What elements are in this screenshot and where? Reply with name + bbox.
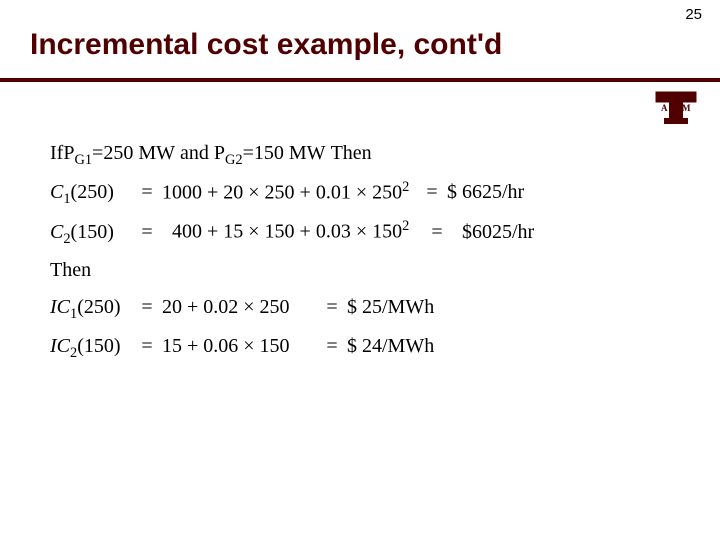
c2-result: $6025/hr: [452, 214, 534, 251]
condition-line: If PG1 = 250 MW and PG2 = 150 MW Then: [50, 135, 650, 174]
pg1-symbol: PG1: [63, 135, 92, 174]
c2-line: C2(150) = 400 + 15 × 150 + 0.03 × 1502 =…: [50, 213, 650, 252]
ic2-line: IC2(150) = 15 + 0.06 × 150 = $ 24/MWh: [50, 328, 650, 367]
c1-result: $ 6625/hr: [447, 174, 524, 211]
svg-text:M: M: [682, 103, 691, 113]
c1-line: C1(250) = 1000 + 20 × 250 + 0.01 × 2502 …: [50, 174, 650, 213]
title-rule: [0, 78, 720, 82]
and-word: and: [180, 135, 209, 172]
ic1-line: IC1(250) = 20 + 0.02 × 250 = $ 25/MWh: [50, 289, 650, 328]
pg2-symbol: PG2: [214, 135, 243, 174]
ic2-result: $ 24/MWh: [347, 328, 434, 365]
math-content: If PG1 = 250 MW and PG2 = 150 MW Then C1…: [50, 135, 650, 367]
then-word: Then: [331, 135, 372, 172]
svg-text:A: A: [661, 103, 668, 113]
then-line: Then: [50, 252, 650, 289]
ic1-result: $ 25/MWh: [347, 289, 434, 326]
slide-title: Incremental cost example, cont'd: [30, 28, 502, 62]
page-number: 25: [685, 6, 702, 23]
pg2-value: 150 MW: [254, 135, 326, 172]
tamu-logo-icon: A M A M: [654, 90, 698, 128]
pg1-value: 250 MW: [103, 135, 175, 172]
